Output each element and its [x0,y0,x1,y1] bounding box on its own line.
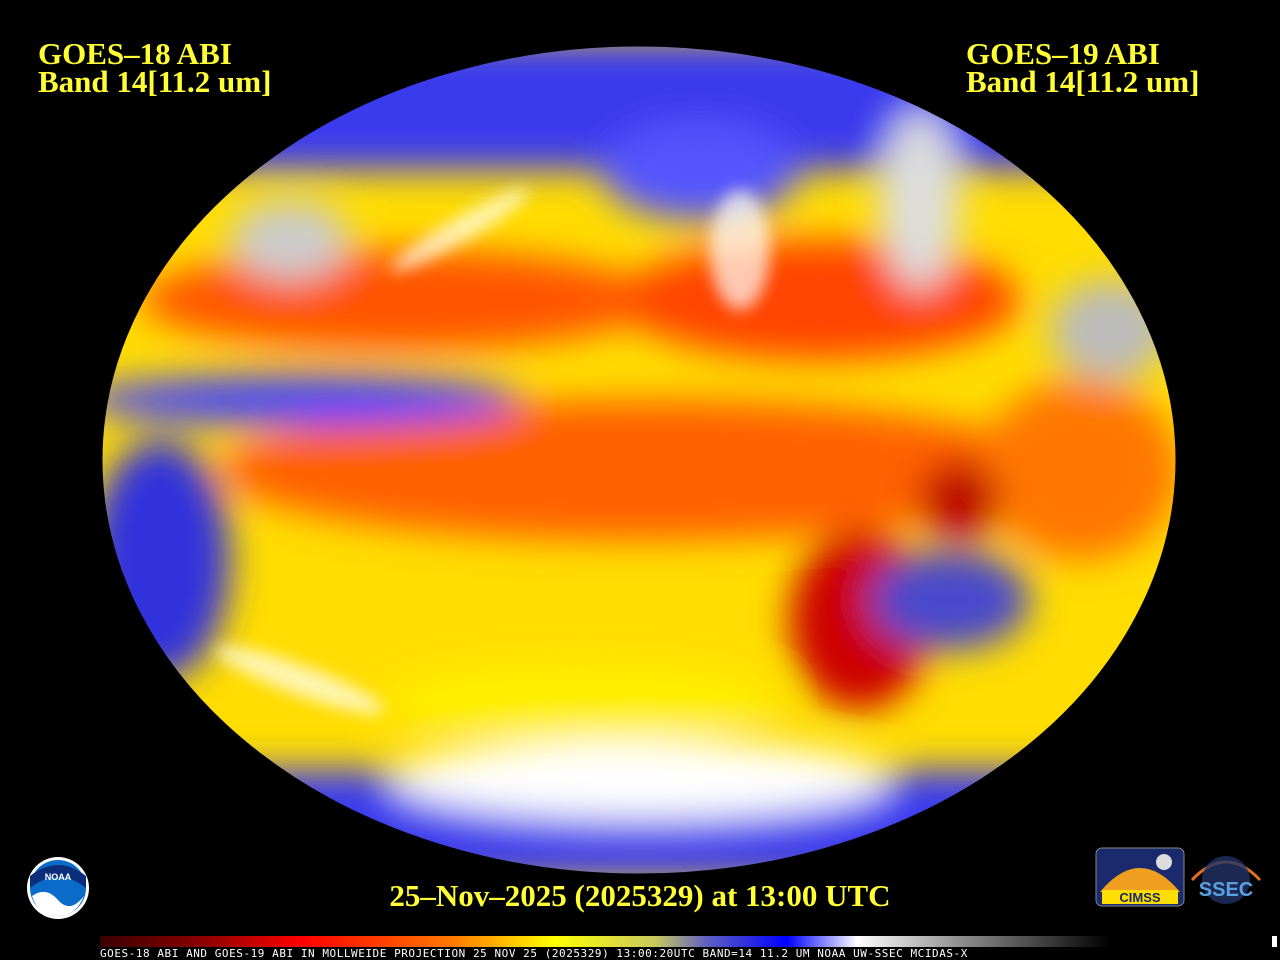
cimss-logo: CIMSS [1095,847,1185,907]
svg-text:NOAA: NOAA [45,872,72,882]
left-title-line2: Band 14[11.2 um] [38,64,272,99]
color-scale-end-marker [1272,936,1277,947]
right-satellite-title: GOES–19 ABI Band 14[11.2 um] [966,36,1200,99]
timestamp-label: 25–Nov–2025 (2025329) at 13:00 UTC [389,878,891,913]
color-scale-bar [100,936,1110,947]
right-title-line1: GOES–19 ABI [966,36,1160,71]
left-satellite-title: GOES–18 ABI Band 14[11.2 um] [38,36,272,99]
svg-text:SSEC: SSEC [1199,879,1253,901]
svg-text:CIMSS: CIMSS [1119,890,1161,905]
ssec-logo: SSEC [1190,856,1262,904]
image-caption-footer: GOES-18 ABI AND GOES-19 ABI IN MOLLWEIDE… [100,947,968,960]
noaa-logo: NOAA [27,857,89,919]
right-title-line2: Band 14[11.2 um] [966,64,1200,99]
left-title-line1: GOES–18 ABI [38,36,232,71]
